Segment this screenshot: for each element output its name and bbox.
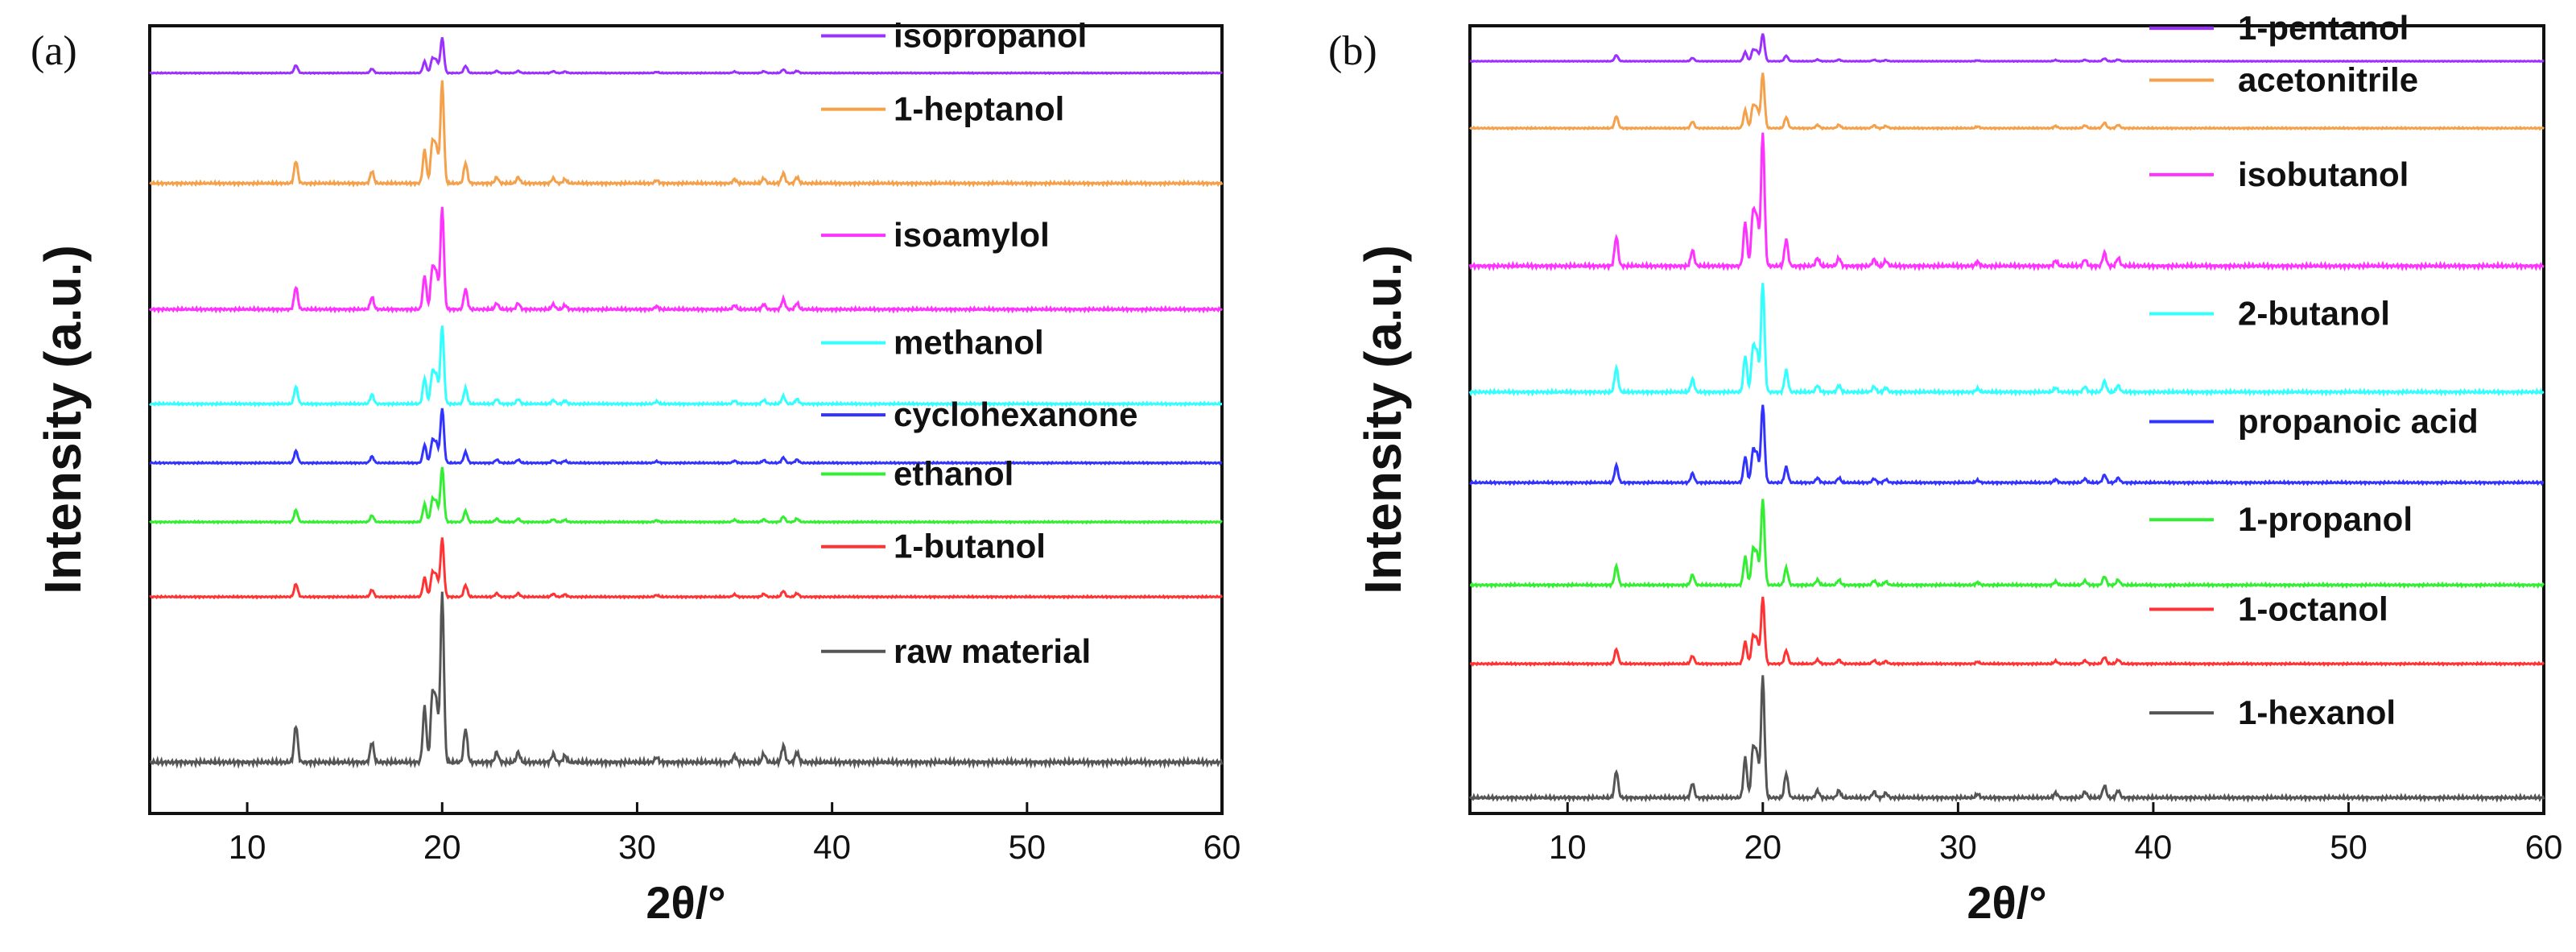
x-tick-label: 10 [229, 828, 266, 866]
x-tick-label: 20 [1744, 828, 1781, 866]
legend: isopropanol 1-heptanol isoamylol methanol cy… [821, 16, 1137, 670]
x-tick-label: 50 [1008, 828, 1046, 866]
legend-label: cyclohexanone [894, 395, 1137, 433]
legend-label: 1-hexanol [2238, 693, 2396, 731]
legend-label: 1-butanol [894, 528, 1046, 565]
legend-label: 1-heptanol [894, 90, 1064, 128]
series-line [149, 466, 1223, 525]
legend-label: isobutanol [2238, 155, 2409, 193]
panel-b: (b) 1-pentanol acetonitrile isobutanol 2-bu… [1328, 9, 2562, 928]
plot-frame [148, 24, 1224, 815]
series-line [1469, 72, 2545, 131]
legend-label: raw material [894, 632, 1091, 670]
x-axis-title: 2θ/° [646, 877, 725, 928]
series-line [149, 37, 1224, 76]
series-line [1468, 283, 2545, 397]
x-tick-label: 40 [813, 828, 851, 866]
series-layer [148, 37, 1224, 770]
y-axis-title: Intensity (a.u.) [1354, 245, 1412, 594]
legend-label: isoamylol [894, 216, 1050, 254]
series-line [1468, 132, 2545, 272]
series-line [1468, 675, 2545, 803]
legend-label: 1-pentanol [2238, 9, 2409, 47]
legend-label: ethanol [894, 454, 1013, 492]
panel-label: (b) [1328, 28, 1377, 74]
series-line [1469, 33, 2545, 64]
series-line [149, 591, 1224, 770]
y-axis-title: Intensity (a.u.) [34, 245, 92, 594]
series-line [149, 80, 1224, 188]
x-tick-label: 60 [2525, 828, 2563, 866]
x-tick-label: 30 [1939, 828, 1977, 866]
x-tick-label: 40 [2135, 828, 2173, 866]
x-axis-ticks: 10 20 30 40 50 60 [229, 802, 1241, 866]
legend-label: methanol [894, 324, 1044, 362]
legend-label: 1-propanol [2238, 500, 2413, 538]
series-line [1469, 499, 2545, 590]
series-line [1469, 404, 2545, 486]
series-line [1469, 596, 2545, 667]
panel-label: (a) [31, 28, 77, 74]
legend: 1-pentanol acetonitrile isobutanol 2-butano… [2149, 9, 2479, 731]
x-tick-label: 60 [1203, 828, 1241, 866]
x-axis-title: 2θ/° [1967, 877, 2046, 928]
legend-label: 2-butanol [2238, 294, 2390, 332]
series-line [148, 206, 1223, 314]
series-line [150, 408, 1223, 466]
panel-a: (a) isopropanol 1-heptanol isoamylol methan… [31, 16, 1241, 928]
x-tick-label: 50 [2330, 828, 2368, 866]
legend-label: acetonitrile [2238, 60, 2418, 98]
plot-frame [1468, 24, 2545, 815]
x-tick-label: 30 [618, 828, 656, 866]
x-tick-label: 10 [1549, 828, 1587, 866]
series-line [149, 325, 1222, 408]
legend-label: isopropanol [894, 16, 1087, 54]
x-tick-label: 20 [423, 828, 461, 866]
series-layer [1468, 33, 2545, 803]
series-line [149, 537, 1224, 600]
x-axis-ticks: 10 20 30 40 50 60 [1549, 802, 2562, 866]
legend-label: 1-octanol [2238, 590, 2388, 627]
legend-label: propanoic acid [2238, 402, 2479, 440]
